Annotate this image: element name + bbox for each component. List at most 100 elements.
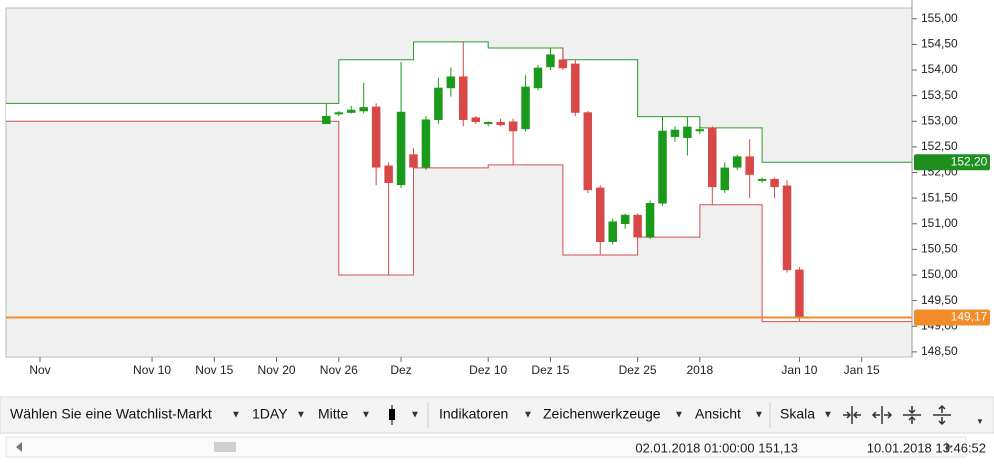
- dropdown-arrow[interactable]: ▼: [231, 410, 241, 421]
- candle-body: [446, 76, 456, 89]
- candle-body: [732, 156, 742, 168]
- candle-body: [658, 130, 667, 204]
- price-label-box: [914, 154, 990, 171]
- x-tick-label: Nov 10: [133, 363, 171, 377]
- candle-body: [409, 154, 418, 168]
- interval-select[interactable]: 1DAY: [252, 406, 288, 422]
- channel-fill: [6, 41, 912, 322]
- candle-body: [459, 76, 468, 120]
- candle-body: [533, 67, 543, 89]
- y-tick-label: 148,50: [921, 344, 958, 358]
- candle-body: [471, 117, 480, 123]
- dropdown-arrow[interactable]: ▼: [823, 410, 833, 421]
- candle-body: [795, 269, 804, 318]
- dropdown-arrow[interactable]: ▼: [754, 410, 764, 421]
- channel-line: [6, 41, 912, 163]
- candle-body: [496, 122, 505, 126]
- x-tick-label: Dez 15: [531, 363, 569, 377]
- cursor-info: 02.01.2018 01:00:00 151,13: [635, 440, 798, 455]
- x-tick-label: 2018: [686, 363, 713, 377]
- candle-body: [558, 59, 568, 69]
- candle-body: [770, 178, 779, 188]
- candle-body: [434, 87, 443, 120]
- x-tick-label: Nov 15: [195, 363, 233, 377]
- scroll-right[interactable]: [946, 442, 952, 452]
- candle-body: [546, 54, 555, 68]
- candle-body: [782, 185, 792, 271]
- candle-body: [583, 112, 593, 191]
- zoom-x-in[interactable]: [843, 406, 861, 424]
- scroll-thumb[interactable]: [214, 442, 236, 452]
- dropdown-arrow[interactable]: ▼: [361, 410, 371, 421]
- x-tick-label: Dez: [390, 363, 411, 377]
- scale-menu[interactable]: Skala: [780, 406, 815, 422]
- x-tick-label: Nov: [29, 363, 50, 377]
- price-label: 149,17: [951, 310, 988, 324]
- candle-body: [745, 156, 754, 175]
- candle-body: [347, 109, 356, 113]
- mode-select[interactable]: Mitte: [318, 406, 349, 422]
- candle-body: [720, 167, 729, 191]
- price-label: 152,20: [951, 154, 988, 168]
- zoom-y-in[interactable]: [903, 406, 921, 424]
- y-tick-label: 154,50: [921, 37, 958, 51]
- scrollbar[interactable]: [5, 436, 967, 458]
- y-tick-label: 155,00: [921, 11, 958, 25]
- candle-body: [620, 214, 630, 225]
- channel-line: [6, 120, 912, 323]
- price-label-box: [914, 309, 990, 326]
- candle-body: [695, 129, 705, 132]
- zoom-y-out[interactable]: [933, 404, 951, 426]
- candle-body: [683, 126, 692, 138]
- y-tick-label: 151,00: [921, 216, 958, 230]
- candle-body: [521, 86, 530, 130]
- indicators-menu[interactable]: Indikatoren: [439, 406, 508, 422]
- candle-body: [571, 63, 580, 113]
- candle-body: [322, 115, 331, 125]
- candle-body: [334, 112, 344, 115]
- watchlist-select[interactable]: Wählen Sie eine Watchlist-Markt: [10, 406, 212, 422]
- dropdown-arrow[interactable]: ▼: [674, 410, 684, 421]
- y-tick-label: 154,00: [921, 62, 958, 76]
- candle-body: [483, 122, 493, 125]
- candle-icon[interactable]: [389, 405, 395, 425]
- candle-body: [508, 121, 518, 132]
- view-menu[interactable]: Ansicht: [695, 406, 741, 422]
- dropdown-arrow[interactable]: ▼: [523, 410, 533, 421]
- drawing-tools-menu[interactable]: Zeichenwerkzeuge: [543, 406, 661, 422]
- x-tick-label: Dez 10: [469, 363, 507, 377]
- y-tick-label: 150,50: [921, 242, 958, 256]
- y-tick-label: 151,50: [921, 190, 958, 204]
- y-tick-label: 149,50: [921, 293, 958, 307]
- x-tick-label: Nov 26: [320, 363, 358, 377]
- y-tick-label: 153,00: [921, 113, 958, 127]
- y-tick-label: 152,50: [921, 139, 958, 153]
- candle-body: [421, 119, 431, 168]
- plot: [6, 41, 912, 323]
- candle-body: [608, 221, 617, 242]
- scroll-left[interactable]: [16, 442, 22, 452]
- candle-body: [396, 111, 406, 186]
- x-tick-label: Jan 15: [844, 363, 880, 377]
- x-tick-label: Nov 20: [258, 363, 296, 377]
- candle-body: [359, 107, 368, 112]
- toolbar: [0, 396, 994, 434]
- candle-body: [371, 106, 381, 168]
- candle-body: [645, 203, 655, 238]
- zoom-x-out[interactable]: [871, 406, 893, 424]
- y-tick-label: 150,00: [921, 267, 958, 281]
- candle-body: [670, 129, 680, 137]
- dropdown-arrow[interactable]: ▼: [410, 410, 420, 421]
- dropdown-arrow[interactable]: ▼: [296, 410, 306, 421]
- y-tick-label: 153,50: [921, 88, 958, 102]
- candle-body: [596, 187, 605, 242]
- clock: 10.01.2018 13:46:52: [867, 440, 986, 455]
- candle-body: [708, 127, 717, 188]
- candle-body: [384, 165, 393, 184]
- overflow-arrow[interactable]: ▼: [976, 417, 984, 426]
- candle-body: [757, 178, 767, 181]
- candle-body: [633, 214, 642, 238]
- x-tick-label: Dez 25: [619, 363, 657, 377]
- x-tick-label: Jan 10: [781, 363, 817, 377]
